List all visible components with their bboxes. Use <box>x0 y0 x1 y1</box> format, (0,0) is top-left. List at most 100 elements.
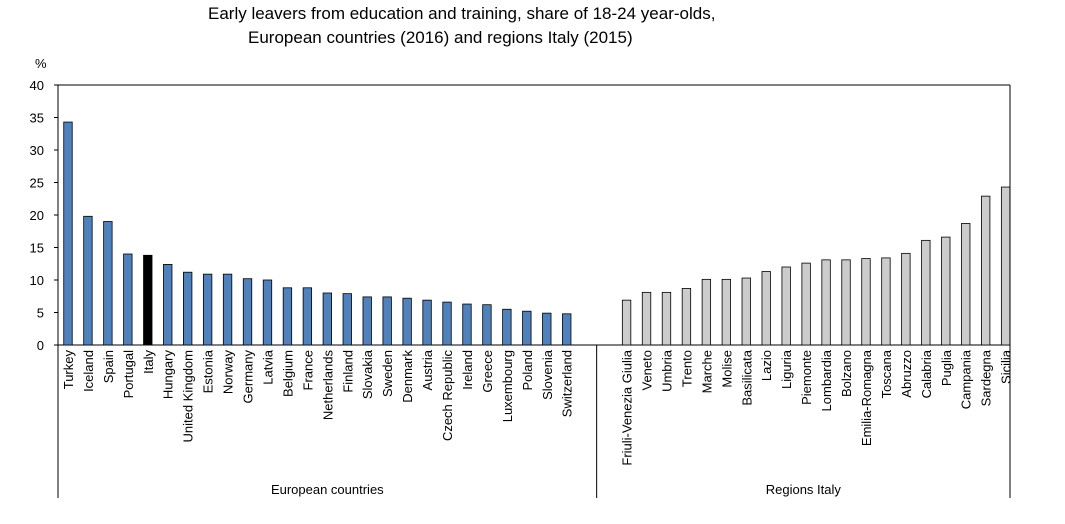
x-tick-label-liguria: Liguria <box>779 349 794 389</box>
x-tick-label-calabria: Calabria <box>919 349 934 398</box>
bar-liguria <box>781 266 791 346</box>
x-tick-label-trento: Trento <box>679 350 694 387</box>
bar-abruzzo <box>901 252 911 346</box>
bar-ireland <box>462 303 472 346</box>
bar-portugal <box>123 253 133 346</box>
bar-trento <box>681 288 692 346</box>
x-tick-label-czech-republic: Czech Republic <box>440 350 455 442</box>
y-tick-label: 15 <box>30 241 44 256</box>
bar-slovenia <box>542 312 552 346</box>
bar-sardegna <box>981 195 991 346</box>
bar-austria <box>422 299 432 346</box>
x-tick-label-turkey: Turkey <box>61 350 76 390</box>
bar-czech-republic <box>442 301 452 346</box>
x-tick-label-lazio: Lazio <box>759 350 774 381</box>
group-label: European countries <box>271 482 384 497</box>
bar-belgium <box>282 287 293 346</box>
bar-emilia-romagna <box>861 258 871 346</box>
y-tick-label: 25 <box>30 176 44 191</box>
y-tick-label: 30 <box>30 143 44 158</box>
bar-bolzano <box>841 259 851 346</box>
x-tick-label-campania: Campania <box>959 349 974 409</box>
y-tick-label: 35 <box>30 111 44 126</box>
x-tick-label-ireland: Ireland <box>460 350 475 390</box>
x-tick-label-france: France <box>300 350 315 390</box>
x-tick-label-iceland: Iceland <box>81 350 96 392</box>
x-tick-label-hungary: Hungary <box>161 350 176 400</box>
bar-lazio <box>761 271 771 346</box>
x-tick-label-italy: Italy <box>141 350 156 374</box>
x-tick-label-emilia-romagna: Emilia-Romagna <box>859 349 874 446</box>
x-tick-label-friuli-venezia-giulia: Friuli-Venezia Giulia <box>620 349 635 465</box>
bar-finland <box>342 293 352 346</box>
x-tick-label-abruzzo: Abruzzo <box>899 350 914 398</box>
x-tick-label-belgium: Belgium <box>280 350 295 397</box>
bar-united-kingdom <box>183 271 193 346</box>
x-tick-label-norway: Norway <box>221 350 236 395</box>
plot-area: 0 5 10 15 20 25 30 35 40 Turkey Iceland Spain Portug… <box>30 78 1014 498</box>
x-tick-label-luxembourg: Luxembourg <box>500 350 515 422</box>
x-tick-label-umbria: Umbria <box>659 349 674 392</box>
bar-greece <box>482 304 492 346</box>
bar-calabria <box>921 239 931 346</box>
x-tick-label-switzerland: Switzerland <box>560 350 575 417</box>
y-tick-label: 5 <box>37 306 44 321</box>
bar-puglia <box>941 236 951 346</box>
bar-hungary <box>163 263 173 346</box>
bar-iceland <box>83 215 93 346</box>
x-tick-label-veneto: Veneto <box>640 350 655 391</box>
x-tick-label-denmark: Denmark <box>400 350 415 403</box>
x-tick-label-slovenia: Slovenia <box>540 349 555 400</box>
bar-italy <box>143 254 153 346</box>
bar-umbria <box>661 291 672 346</box>
bar-molise <box>721 278 731 346</box>
bar-spain <box>103 221 113 346</box>
bar-estonia <box>202 273 213 346</box>
x-tick-label-netherlands: Netherlands <box>320 350 335 421</box>
bar-sweden <box>382 296 392 346</box>
x-tick-label-germany: Germany <box>241 350 256 404</box>
bar-luxembourg <box>502 308 512 346</box>
y-tick-label: 20 <box>30 208 44 223</box>
x-tick-label-marche: Marche <box>699 350 714 393</box>
bar-turkey <box>63 121 73 346</box>
y-tick-label: 10 <box>30 273 44 288</box>
x-tick-label-estonia: Estonia <box>201 349 216 393</box>
bar-sicilia <box>1000 186 1011 346</box>
x-tick-label-sweden: Sweden <box>380 350 395 397</box>
x-tick-label-finland: Finland <box>340 350 355 393</box>
chart-title-line-2: European countries (2016) and regions It… <box>248 28 633 47</box>
x-tick-label-sardegna: Sardegna <box>979 349 994 406</box>
bar-poland <box>522 310 532 346</box>
x-tick-label-molise: Molise <box>719 350 734 388</box>
bar-campania <box>961 223 971 346</box>
bar-germany <box>242 278 253 346</box>
x-tick-label-greece: Greece <box>480 350 495 393</box>
bar-friuli-venezia-giulia <box>621 299 632 346</box>
x-tick-label-basilicata: Basilicata <box>739 349 754 405</box>
bar-veneto <box>641 291 652 346</box>
bar-netherlands <box>322 292 332 346</box>
bar-france <box>302 287 313 346</box>
x-tick-label-slovakia: Slovakia <box>360 349 375 399</box>
x-tick-label-piemonte: Piemonte <box>799 350 814 405</box>
y-tick-label: 40 <box>30 78 44 93</box>
x-tick-label-lombardia: Lombardia <box>819 349 834 411</box>
x-tick-label-sicilia: Sicilia <box>999 349 1014 384</box>
x-tick-label-puglia: Puglia <box>939 349 954 386</box>
x-tick-label-bolzano: Bolzano <box>839 350 854 397</box>
bar-piemonte <box>801 262 811 346</box>
x-tick-label-united-kingdom: United Kingdom <box>181 350 196 443</box>
x-tick-label-portugal: Portugal <box>121 350 136 399</box>
bar-norway <box>222 273 233 346</box>
bar-basilicata <box>741 277 751 346</box>
x-tick-label-poland: Poland <box>520 350 535 390</box>
bar-toscana <box>881 257 891 346</box>
y-axis-unit-label: % <box>35 56 47 71</box>
bar-switzerland <box>562 313 572 346</box>
bar-latvia <box>262 279 273 346</box>
bar-marche <box>701 278 712 346</box>
x-tick-label-latvia: Latvia <box>260 349 275 384</box>
x-tick-label-toscana: Toscana <box>879 349 894 398</box>
